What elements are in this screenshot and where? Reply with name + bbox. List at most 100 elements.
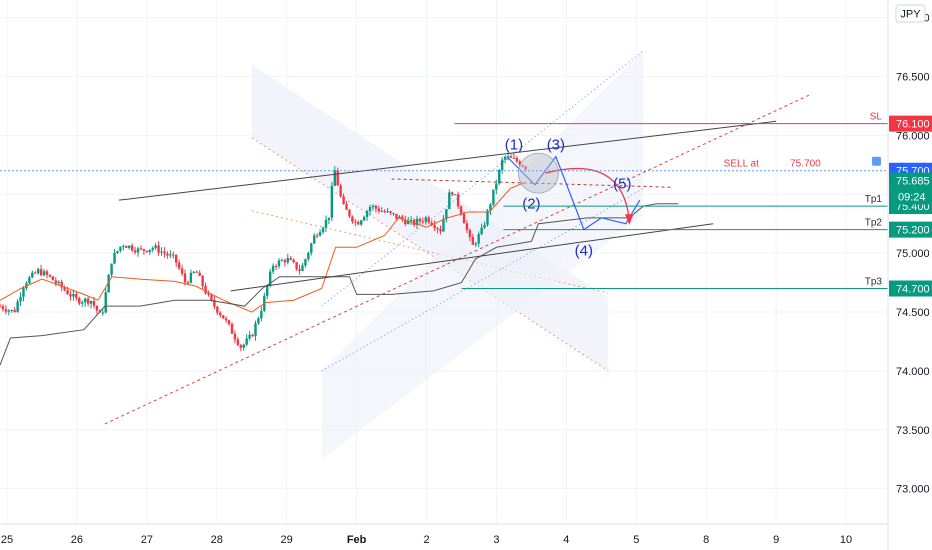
candle-body: [456, 194, 460, 207]
candle-body: [371, 205, 375, 208]
candle-body: [283, 260, 287, 263]
candle-body: [324, 219, 328, 228]
drawings-foreground: (1) (2) (3) (4) (5) SL SELL at 75.700 Tp1 Tp2 Tp3: [0, 112, 888, 292]
candle-body: [333, 170, 336, 186]
y-tick-label: 74.500: [896, 307, 930, 319]
candle-body: [116, 250, 119, 253]
tenkan-line: [0, 182, 525, 313]
candle-body: [104, 292, 107, 313]
candle-body: [157, 245, 160, 253]
candle-body: [492, 189, 495, 205]
alert-icon: [872, 156, 881, 166]
candle-body: [4, 309, 8, 312]
price-tag: 74.700: [896, 283, 930, 295]
candle-body: [45, 271, 49, 275]
candle-body: [518, 161, 521, 166]
level-label: SELL at: [724, 159, 759, 170]
candle-body: [31, 272, 34, 278]
candle-body: [298, 269, 301, 271]
x-tick-label: 2: [423, 534, 429, 546]
candle-body: [248, 334, 251, 339]
x-tick-label: Feb: [347, 534, 367, 546]
candle-body: [266, 285, 269, 296]
candle-body: [380, 211, 383, 213]
candle-body: [254, 323, 257, 337]
candle-body: [512, 157, 516, 159]
time-axis[interactable]: 25 26 27 28 29 Feb 2 3 4 5 8 9 10: [1, 534, 852, 546]
candle-body: [13, 309, 16, 312]
candle-body: [442, 218, 445, 232]
candle-body: [368, 207, 372, 212]
candle-body: [177, 262, 181, 269]
candle-body: [204, 286, 207, 294]
candle-body: [389, 211, 392, 213]
y-tick-label: 74.000: [896, 366, 930, 378]
candle-body: [219, 312, 222, 316]
candle-body: [277, 260, 281, 267]
projection-arrowhead: [625, 214, 634, 225]
candle-body: [175, 254, 178, 263]
candle-body: [339, 185, 342, 197]
candle-body: [498, 169, 501, 184]
candle-body: [480, 227, 483, 235]
candle-body: [224, 318, 228, 321]
candle-body: [119, 246, 122, 251]
candle-body: [439, 228, 442, 232]
candle-body: [351, 216, 354, 222]
candle-body: [404, 219, 407, 225]
candle-body: [321, 227, 325, 233]
price-tag: 75.685: [896, 176, 930, 188]
ascending-channel-lower: [321, 187, 644, 372]
candle-body: [207, 293, 210, 295]
y-tick-label: 75.000: [896, 248, 930, 260]
candle-body: [471, 237, 475, 245]
x-tick-label: 10: [840, 534, 852, 546]
price-tag-bg: [889, 221, 932, 238]
x-tick-label: 27: [141, 534, 153, 546]
candle-body: [260, 310, 263, 319]
candle-body: [451, 192, 454, 195]
candle-body: [186, 282, 190, 284]
candle-body: [1, 306, 5, 310]
candle-body: [295, 262, 298, 270]
candle-body: [377, 208, 381, 212]
candle-body: [216, 306, 219, 313]
candle-body: [19, 296, 22, 302]
candle-body: [221, 315, 225, 319]
candle-body: [0, 306, 2, 308]
candle-body: [113, 252, 116, 264]
candle-body: [374, 205, 378, 209]
candle-body: [148, 249, 151, 252]
candle-body: [72, 294, 75, 297]
candle-body: [81, 302, 84, 304]
sell-price-text: 75.700: [790, 159, 821, 170]
candle-body: [509, 156, 513, 158]
candle-body: [330, 185, 334, 218]
y-tick-label: 76.500: [896, 72, 930, 84]
y-tick-label: 73.500: [896, 425, 930, 437]
level-label: Tp2: [865, 218, 883, 229]
candle-body: [521, 165, 524, 167]
wave-label: (2): [522, 195, 540, 212]
candle-body: [192, 271, 196, 273]
candle-body: [210, 294, 213, 301]
candle-body: [307, 252, 310, 260]
candle-body: [86, 298, 90, 304]
ascending-channel-upper: [321, 50, 644, 307]
candle-body: [436, 228, 439, 230]
candle-body: [462, 213, 466, 224]
candle-body: [39, 269, 43, 276]
candle-body: [280, 260, 284, 262]
candle-body: [271, 265, 275, 272]
candle-body: [89, 300, 93, 304]
x-tick-label: 5: [633, 534, 639, 546]
candle-body: [189, 272, 193, 283]
support-trend-dashed: [104, 93, 812, 425]
x-tick-label: 25: [1, 534, 13, 546]
candle-body: [233, 333, 237, 340]
candle-body: [166, 253, 169, 256]
currency-button[interactable]: JPY: [895, 4, 926, 23]
candle-body: [201, 275, 204, 287]
